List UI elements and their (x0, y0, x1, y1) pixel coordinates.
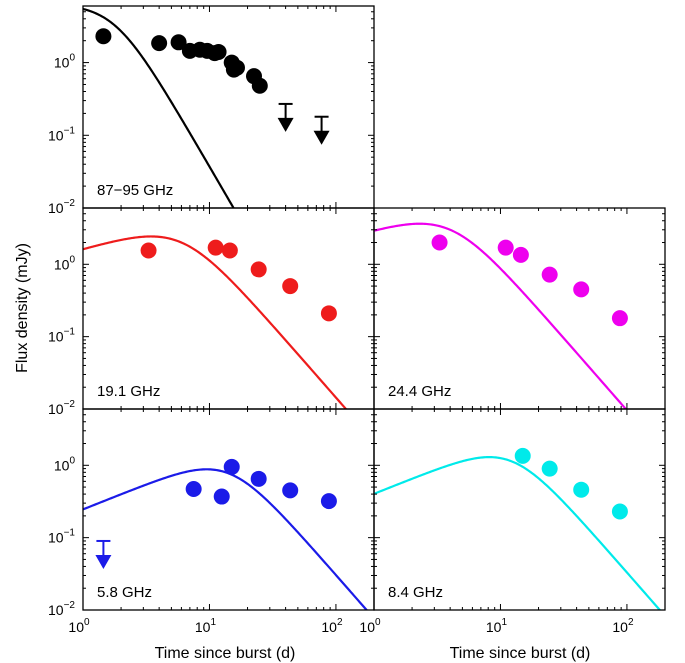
model-curve (83, 7, 235, 208)
data-point (250, 261, 267, 278)
panel-5: 100 101 102 8.4 GHz (359, 408, 666, 635)
y-tick-label: 100 (54, 254, 76, 272)
panel-frame (82, 408, 375, 611)
panel-3: 24.4 GHz (373, 207, 666, 410)
data-point (282, 278, 299, 295)
y-tick-label: 10−2 (48, 399, 75, 417)
data-point (320, 305, 337, 322)
data-point (151, 35, 168, 52)
data-point (512, 246, 529, 263)
panel-frame (373, 408, 666, 611)
data-point (431, 234, 448, 251)
x-tick-label: 102 (321, 617, 343, 635)
panel-4: 10−2 10−1 100 100 101 102 5.8 GHz (48, 408, 375, 635)
panel-frame (373, 207, 666, 410)
x-axis-label-left: Time since burst (d) (155, 645, 296, 662)
data-point (573, 481, 590, 498)
model-curve (83, 235, 348, 409)
data-point (223, 458, 240, 475)
model-curve (374, 222, 628, 409)
panel-label: 19.1 GHz (97, 383, 160, 400)
panel-2: 10−2 10−1 100 19.1 GHz (48, 207, 375, 417)
data-point (541, 266, 558, 283)
y-tick-label: 100 (54, 53, 76, 71)
data-point (228, 59, 245, 76)
data-point (282, 482, 299, 499)
upper-limit-marker (313, 115, 330, 145)
data-point (541, 460, 558, 477)
model-curve (374, 456, 662, 610)
y-tick-label: 10−1 (48, 125, 75, 143)
data-point (140, 242, 157, 259)
data-point (497, 239, 514, 256)
y-tick-label: 10−1 (48, 327, 75, 345)
data-point (95, 28, 112, 45)
data-point (185, 481, 202, 498)
x-tick-label: 100 (359, 617, 381, 635)
x-tick-label: 101 (195, 617, 217, 635)
data-point (611, 310, 628, 327)
x-tick-label: 101 (486, 617, 508, 635)
data-point (573, 281, 590, 298)
panel-label: 87−95 GHz (97, 182, 173, 199)
upper-limit-arrowhead (277, 117, 294, 132)
data-point (213, 488, 230, 505)
x-axis-label-right: Time since burst (d) (450, 645, 591, 662)
y-tick-label: 10−2 (48, 198, 75, 216)
data-point (611, 503, 628, 520)
y-tick-label: 10−2 (48, 600, 75, 618)
data-point (207, 239, 224, 256)
data-point (221, 242, 238, 259)
y-axis-label: Flux density (mJy) (14, 243, 31, 373)
panel-label: 8.4 GHz (388, 584, 443, 601)
upper-limit-marker (95, 539, 112, 569)
data-point (251, 77, 268, 94)
data-point (320, 493, 337, 510)
data-point (210, 43, 227, 60)
y-tick-label: 10−1 (48, 528, 75, 546)
data-point (514, 447, 531, 464)
x-tick-label: 102 (612, 617, 634, 635)
panel-label: 5.8 GHz (97, 584, 152, 601)
data-point (170, 34, 187, 51)
y-tick-label: 100 (54, 455, 76, 473)
upper-limit-marker (277, 102, 294, 132)
x-tick-label: 100 (68, 617, 90, 635)
panel-1: 10−2 10−1 100 87−95 GHz (48, 5, 375, 216)
upper-limit-arrowhead (95, 554, 112, 569)
upper-limit-arrowhead (313, 130, 330, 145)
data-point (250, 470, 267, 487)
panel-label: 24.4 GHz (388, 383, 451, 400)
